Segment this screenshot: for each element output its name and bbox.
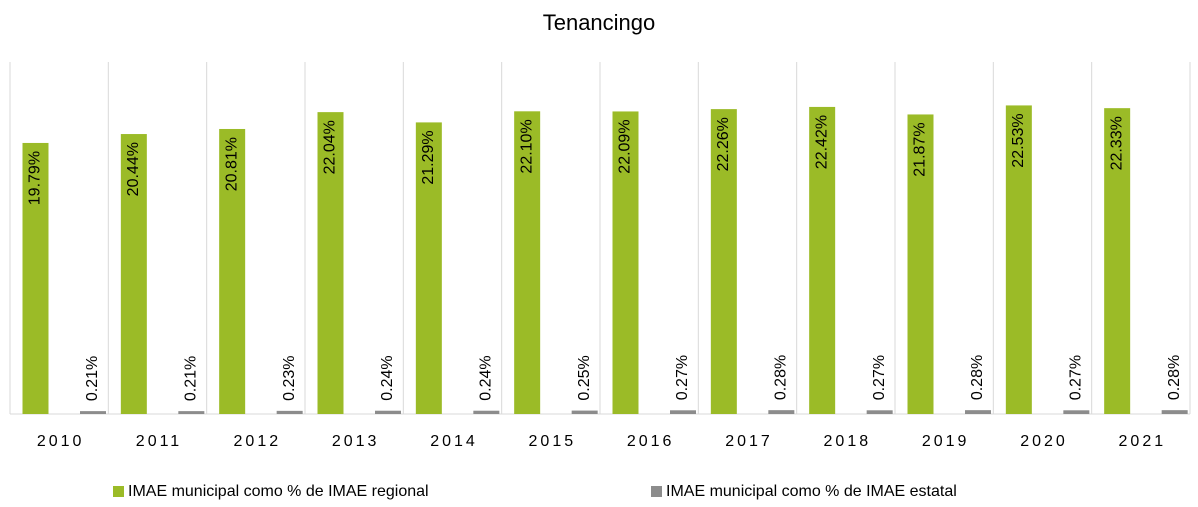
x-tick-label: 2021 <box>1119 433 1167 450</box>
data-label: 22.26% <box>715 117 732 171</box>
bar <box>612 111 639 414</box>
data-label: 0.23% <box>281 355 298 400</box>
data-label: 21.87% <box>912 122 929 176</box>
data-label: 19.79% <box>27 151 44 205</box>
bar <box>473 410 500 414</box>
data-label: 0.27% <box>674 355 691 400</box>
bar <box>219 128 246 414</box>
bar <box>514 111 541 414</box>
bar <box>965 410 991 414</box>
legend-swatch <box>113 486 124 497</box>
bar <box>22 142 49 415</box>
x-tick-label: 2018 <box>824 433 872 450</box>
data-label: 22.10% <box>518 119 535 173</box>
data-label: 0.27% <box>871 355 888 400</box>
x-tick-label: 2011 <box>136 433 182 450</box>
data-label: 0.28% <box>773 355 790 400</box>
x-tick-label: 2016 <box>627 433 675 450</box>
bar <box>317 112 344 414</box>
data-label: 0.27% <box>1068 355 1085 400</box>
data-label: 21.29% <box>420 130 437 184</box>
bar <box>710 109 737 414</box>
data-label: 22.09% <box>617 119 634 173</box>
data-label: 0.28% <box>1166 355 1183 400</box>
x-tick-label: 2014 <box>430 433 478 450</box>
x-tick-label: 2015 <box>529 433 577 450</box>
data-label: 0.25% <box>576 355 593 400</box>
bar <box>80 411 106 414</box>
bar <box>178 411 205 414</box>
chart-title: Tenancingo <box>543 10 656 35</box>
legend-swatch <box>651 486 662 497</box>
x-tick-label: 2012 <box>234 433 282 450</box>
data-label: 22.42% <box>813 115 830 169</box>
bar <box>571 410 598 414</box>
legend-label: IMAE municipal como % de IMAE regional <box>128 483 429 500</box>
bar <box>670 410 696 414</box>
data-label: 0.24% <box>379 355 396 400</box>
bar <box>907 114 934 415</box>
bar <box>1161 410 1188 414</box>
legend-label: IMAE municipal como % de IMAE estatal <box>666 483 957 500</box>
data-label: 0.28% <box>969 355 986 400</box>
data-label: 0.24% <box>478 355 495 400</box>
data-label: 0.21% <box>84 356 101 401</box>
x-tick-label: 2013 <box>332 433 380 450</box>
x-tick-label: 2020 <box>1020 433 1068 450</box>
data-label: 0.21% <box>183 356 200 401</box>
bar <box>866 410 893 414</box>
bar <box>415 122 442 415</box>
bar <box>1063 410 1090 414</box>
bar <box>120 134 147 414</box>
x-tick-label: 2010 <box>37 433 85 450</box>
data-label: 22.04% <box>322 120 339 174</box>
bar <box>375 410 401 414</box>
bar <box>809 106 836 415</box>
bar <box>1005 105 1032 414</box>
data-label: 22.53% <box>1010 113 1027 167</box>
data-label: 20.81% <box>223 137 240 191</box>
bar <box>768 410 795 414</box>
x-tick-label: 2017 <box>725 433 773 450</box>
data-label: 22.33% <box>1108 116 1125 170</box>
data-label: 20.44% <box>125 142 142 196</box>
x-tick-label: 2019 <box>922 433 970 450</box>
bar <box>1104 108 1131 414</box>
bar <box>276 410 303 414</box>
